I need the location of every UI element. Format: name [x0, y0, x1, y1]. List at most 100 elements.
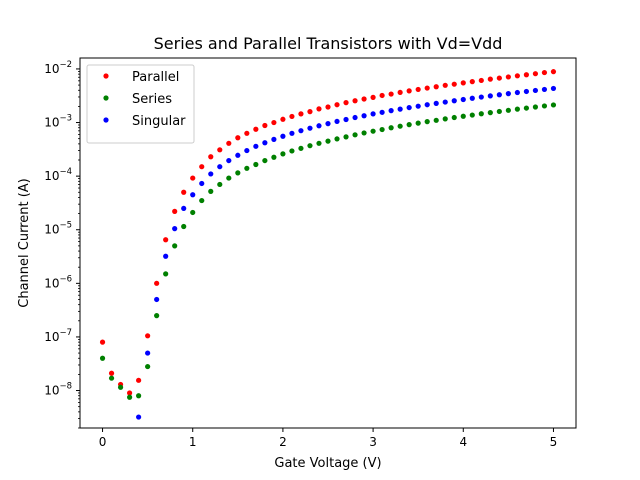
y-tick-exponent: −2 [59, 60, 72, 70]
data-point [406, 104, 412, 111]
data-point [487, 76, 493, 82]
data-point [181, 189, 187, 195]
data-point [235, 152, 241, 158]
data-point [415, 120, 421, 126]
data-point [108, 375, 115, 381]
data-point [163, 237, 169, 243]
data-point [271, 136, 277, 142]
data-point [451, 81, 457, 87]
data-point [487, 93, 493, 99]
data-point [117, 384, 124, 390]
data-point [496, 75, 502, 81]
data-point [388, 91, 394, 97]
data-point [280, 116, 286, 122]
data-point [262, 140, 268, 146]
data-point [505, 107, 511, 113]
data-point [397, 89, 403, 96]
data-point [541, 103, 548, 109]
data-point [172, 226, 178, 232]
data-point [108, 370, 115, 376]
data-point [514, 106, 520, 112]
data-point [361, 130, 367, 136]
data-point [370, 111, 376, 117]
legend-label: Singular [132, 114, 186, 129]
y-axis-label: Channel Current (A) [17, 178, 32, 308]
data-point [217, 164, 223, 170]
data-point [181, 205, 187, 212]
data-point [523, 72, 530, 78]
data-point [442, 82, 448, 88]
y-tick-label: 10−8 [44, 382, 72, 398]
data-point [397, 123, 403, 129]
data-point [406, 122, 412, 128]
data-point [379, 109, 385, 115]
data-point [262, 122, 268, 129]
legend-marker [103, 117, 109, 123]
data-point [172, 208, 178, 214]
y-tick-label: 10−3 [44, 114, 72, 130]
data-point [217, 181, 223, 188]
data-point [271, 154, 277, 160]
x-tick-label: 1 [189, 435, 197, 449]
data-point [163, 253, 169, 259]
data-point [208, 171, 214, 177]
data-point [217, 147, 223, 153]
plot-area [99, 69, 557, 420]
data-point [370, 94, 376, 100]
data-point [307, 108, 313, 115]
data-point [424, 85, 430, 91]
data-point [334, 136, 340, 142]
data-point [190, 175, 196, 181]
legend-box [86, 64, 195, 144]
data-point [316, 123, 322, 129]
data-point [343, 134, 349, 140]
data-point [496, 108, 502, 115]
data-point [280, 151, 286, 157]
data-point [478, 111, 484, 117]
data-point [172, 243, 178, 249]
data-point [181, 223, 187, 230]
y-tick-exponent: −6 [59, 274, 72, 284]
chart-title: Series and Parallel Transistors with Vd=… [154, 34, 503, 53]
data-point [271, 119, 277, 126]
y-tick-mantissa: 10 [44, 330, 59, 344]
data-point [316, 140, 322, 146]
data-point [145, 350, 151, 356]
data-point [154, 313, 160, 319]
data-point [379, 126, 385, 133]
data-point [136, 414, 142, 420]
data-point [235, 135, 241, 141]
data-point [433, 117, 439, 123]
data-point [388, 108, 394, 114]
x-axis: 0 1 2 3 4 5 [99, 428, 558, 449]
data-point [325, 121, 331, 127]
data-point [199, 180, 205, 187]
data-point [442, 99, 448, 105]
x-tick-label: 0 [99, 435, 107, 449]
legend-label: Series [132, 92, 172, 107]
data-point [460, 80, 466, 86]
y-tick-exponent: −3 [59, 114, 72, 124]
data-point [451, 98, 457, 104]
y-tick-label: 10−6 [44, 274, 72, 290]
data-point [154, 280, 160, 286]
data-point [541, 69, 548, 76]
data-point [343, 116, 349, 123]
data-point [523, 88, 530, 95]
x-tick-label: 2 [279, 435, 287, 449]
y-tick-exponent: −4 [59, 167, 72, 177]
data-point [190, 209, 196, 216]
data-point [298, 145, 304, 151]
data-point [352, 114, 358, 121]
data-point [361, 96, 367, 102]
x-tick-label: 5 [550, 435, 558, 449]
y-tick-mantissa: 10 [44, 223, 59, 237]
data-point [397, 106, 403, 112]
y-tick-label: 10−7 [44, 328, 72, 344]
data-point [442, 116, 448, 122]
data-point [190, 192, 196, 198]
data-point [262, 157, 268, 164]
data-point [415, 103, 421, 109]
data-point [433, 100, 439, 106]
legend-marker [103, 95, 109, 101]
